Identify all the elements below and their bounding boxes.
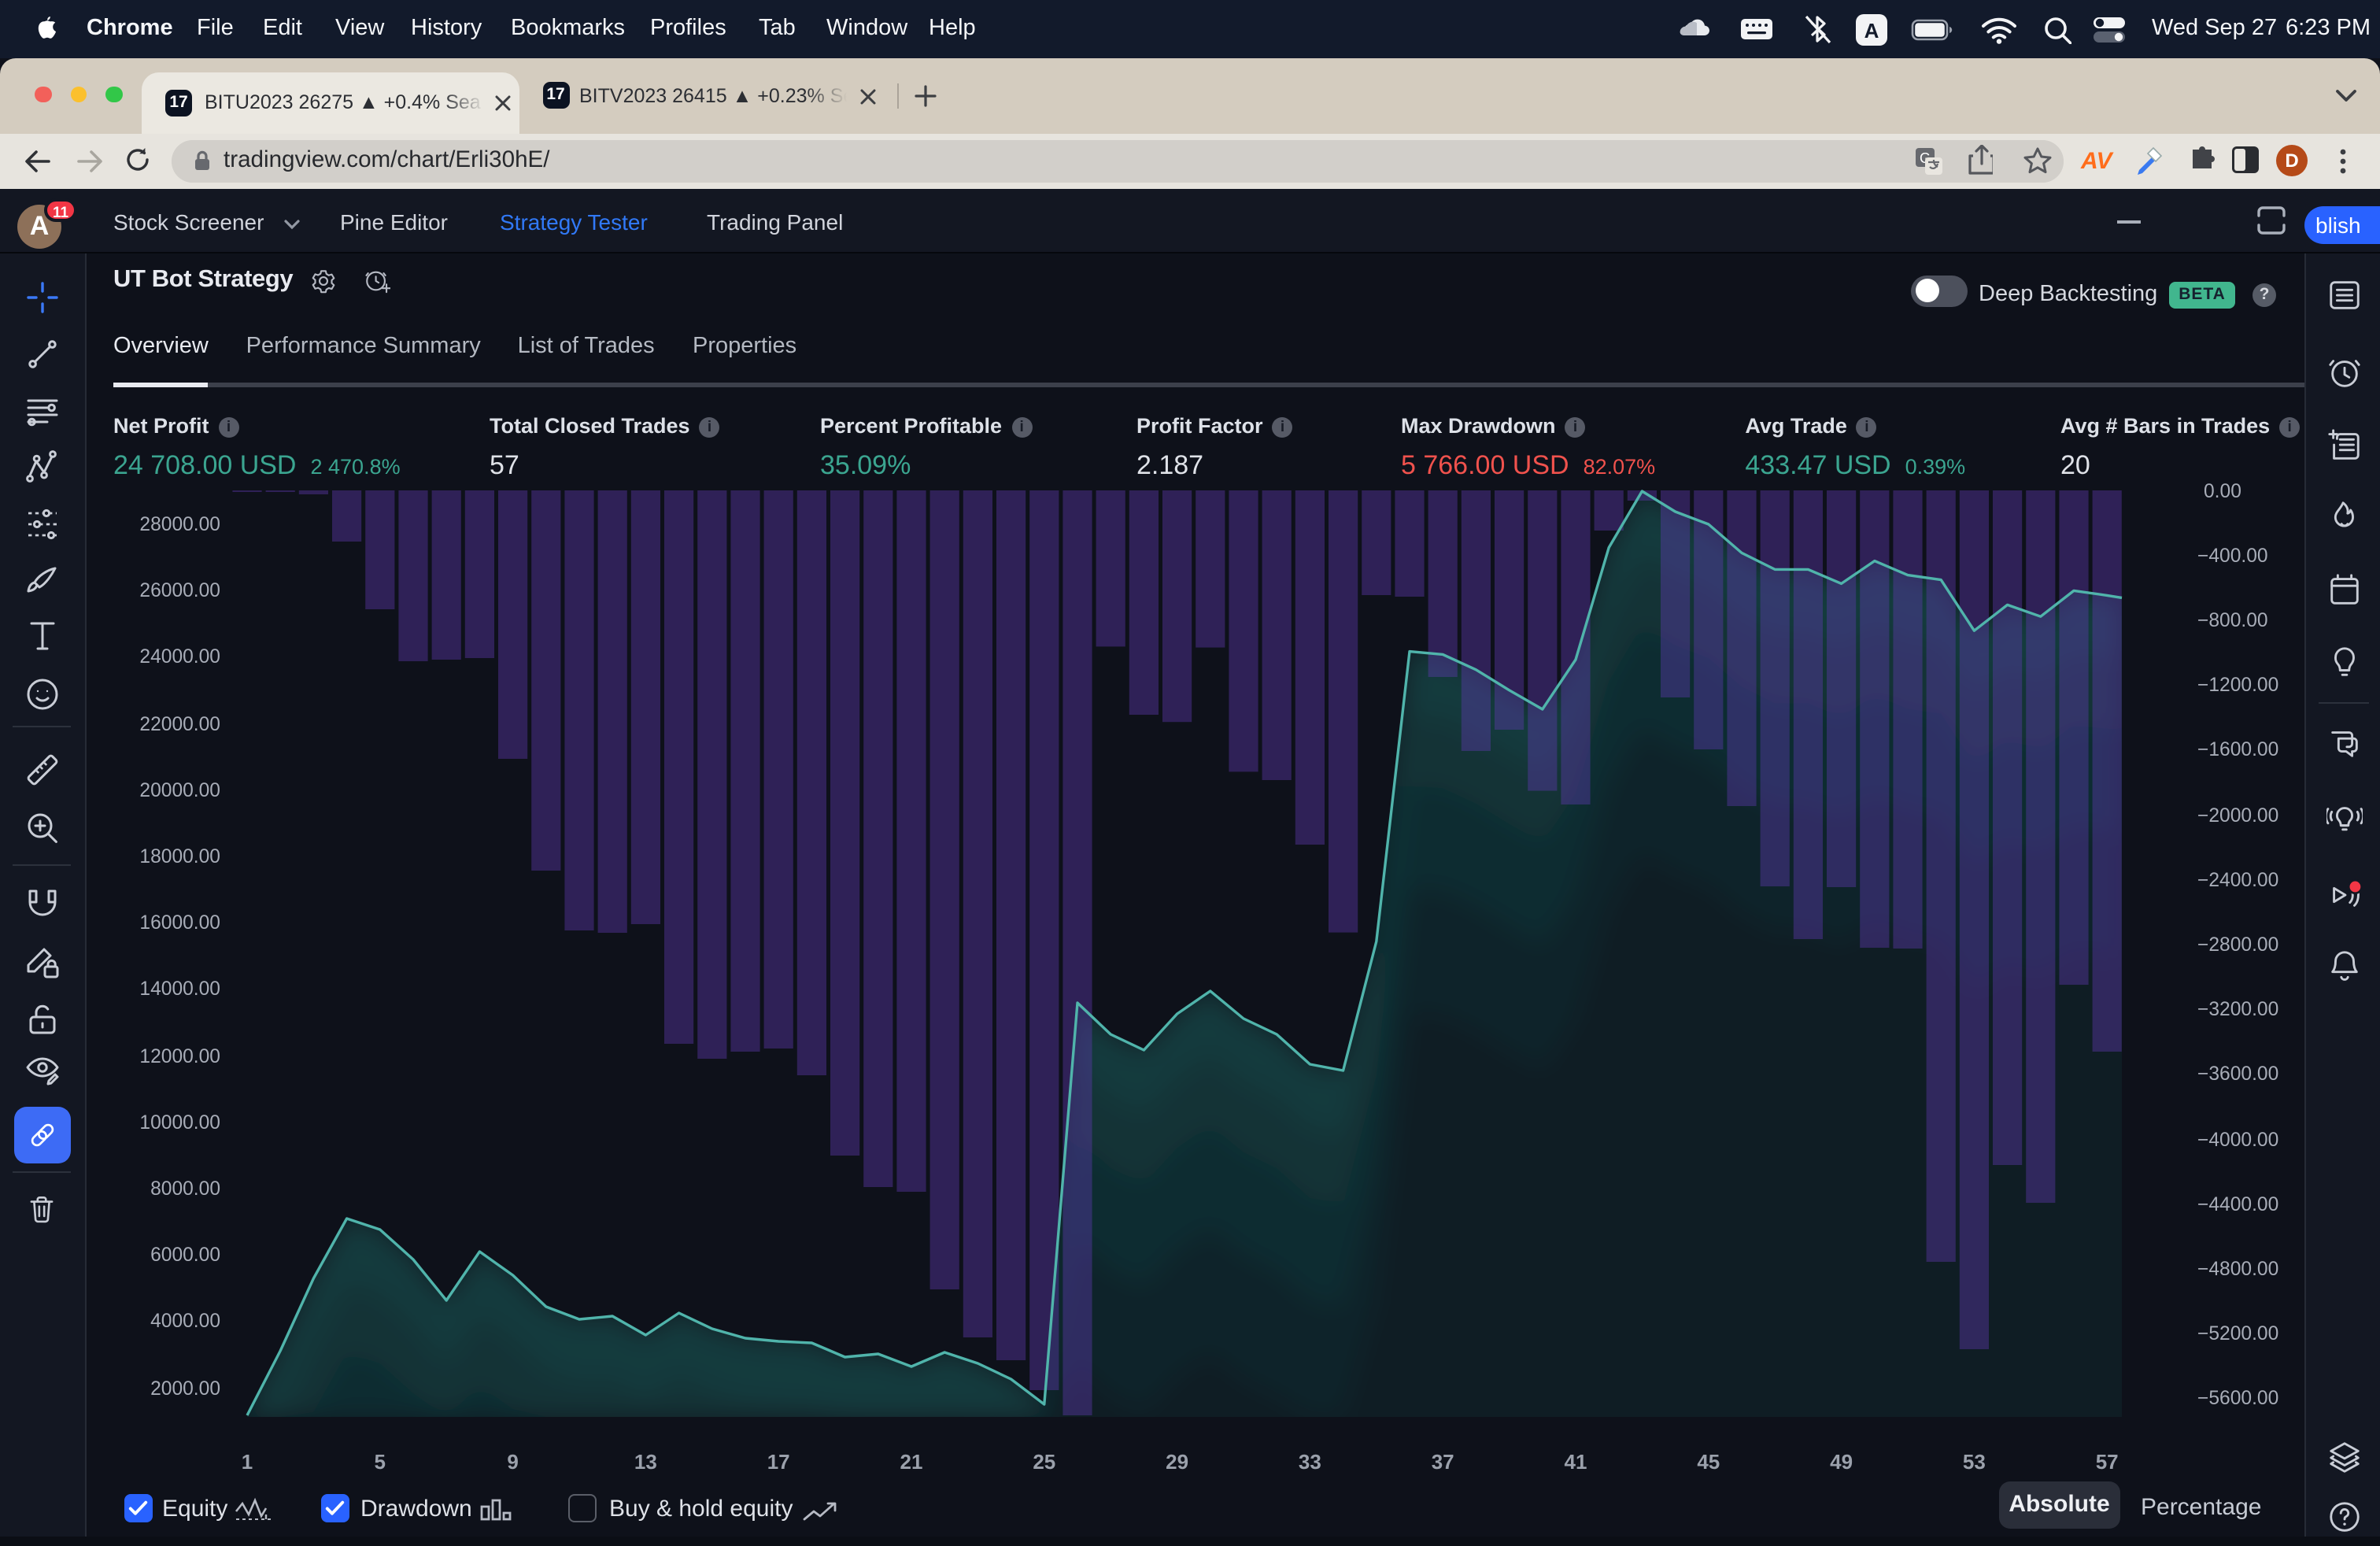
svg-text:A: A — [1864, 18, 1879, 42]
